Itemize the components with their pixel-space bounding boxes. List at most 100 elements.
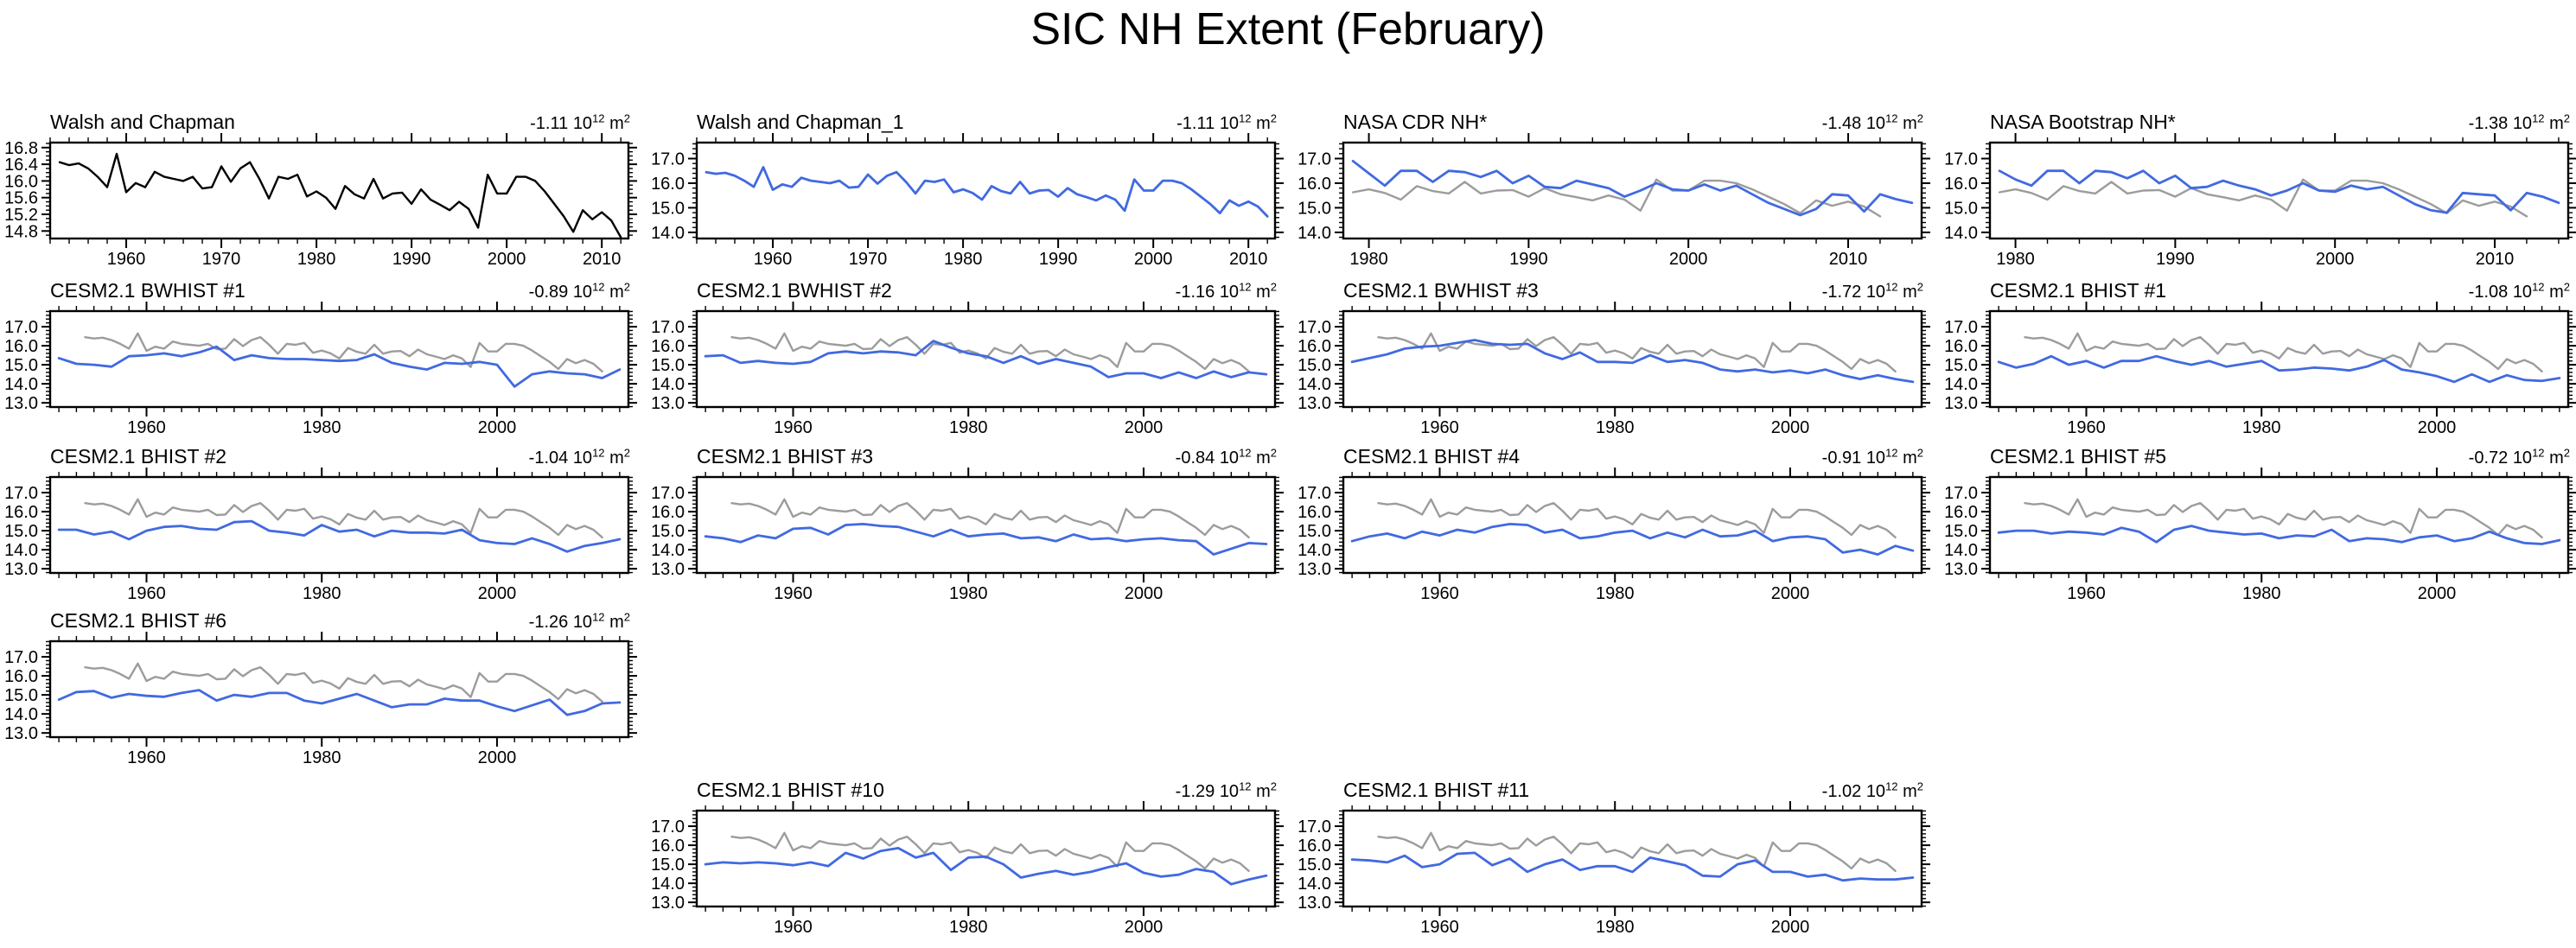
panel-header: CESM2.1 BHIST #3 -0.84 1012 m2 [647,437,1291,468]
panel-header: CESM2.1 BWHIST #3 -1.72 1012 m2 [1293,271,1937,302]
svg-text:1960: 1960 [754,250,793,267]
svg-text:17.0: 17.0 [1298,150,1331,169]
panel-title: CESM2.1 BWHIST #3 [1343,279,1539,302]
chart-panel: Walsh and Chapman -1.11 1012 m2 1960 1970… [0,103,644,269]
trend-value: -0.84 [1175,449,1215,468]
svg-text:1980: 1980 [1349,250,1388,267]
svg-text:2000: 2000 [478,748,517,766]
svg-text:14.0: 14.0 [651,375,685,394]
svg-text:13.0: 13.0 [1298,394,1331,413]
line-plot: 1960 1980 2000 13.014.015.016.017.0 [1298,468,1930,601]
svg-text:1960: 1960 [774,584,813,601]
svg-text:15.0: 15.0 [651,356,685,375]
trend-value: -1.04 [528,449,569,468]
svg-text:16.4: 16.4 [4,156,38,175]
svg-text:16.8: 16.8 [4,139,38,158]
svg-text:15.6: 15.6 [4,189,38,208]
panel-title: CESM2.1 BWHIST #1 [50,279,245,302]
chart-panel: CESM2.1 BWHIST #3 -1.72 1012 m2 1960 1980… [1293,271,1937,437]
svg-text:1980: 1980 [2242,418,2281,436]
svg-text:1960: 1960 [2067,584,2106,601]
chart-panel: NASA CDR NH* -1.48 1012 m2 1980 1990 2000 2… [1293,103,1937,269]
panel-header: CESM2.1 BHIST #1 -1.08 1012 m2 [1940,271,2576,302]
chart-panel: CESM2.1 BHIST #2 -1.04 1012 m2 1960 1980 2… [0,437,644,603]
svg-text:14.0: 14.0 [4,541,38,560]
svg-text:1980: 1980 [303,748,341,766]
svg-text:2010: 2010 [1829,250,1868,267]
svg-text:14.0: 14.0 [1944,224,1978,243]
svg-text:16.0: 16.0 [4,172,38,191]
svg-text:14.0: 14.0 [4,705,38,724]
svg-text:16.0: 16.0 [1944,337,1978,356]
chart-panel: CESM2.1 BHIST #6 -1.26 1012 m2 1960 1980 2… [0,601,644,767]
svg-text:13.0: 13.0 [651,894,685,913]
trend-value: -0.72 [2468,449,2509,468]
svg-text:1990: 1990 [2156,250,2195,267]
panel-header: CESM2.1 BHIST #4 -0.91 1012 m2 [1293,437,1937,468]
svg-text:1960: 1960 [1420,418,1459,436]
svg-text:1980: 1980 [1996,250,2035,267]
chart-panel: CESM2.1 BHIST #4 -0.91 1012 m2 1960 1980 2… [1293,437,1937,603]
chart-panel: CESM2.1 BWHIST #1 -0.89 1012 m2 1960 1980… [0,271,644,437]
panel-title: CESM2.1 BHIST #5 [1990,445,2167,468]
line-plot: 1960 1980 2000 13.014.015.016.017.0 [1944,468,2576,601]
svg-text:13.0: 13.0 [651,394,685,413]
svg-text:1980: 1980 [944,250,983,267]
svg-text:2000: 2000 [488,250,526,267]
svg-text:2000: 2000 [1125,918,1164,935]
trend-label: -1.38 1012 m2 [2468,111,2570,133]
line-plot: 1980 1990 2000 2010 14.0 15.0 16.0 17.0 [1944,133,2576,267]
svg-text:13.0: 13.0 [4,394,38,413]
svg-text:17.0: 17.0 [1944,150,1978,169]
svg-text:1980: 1980 [949,418,988,436]
trend-label: -1.26 1012 m2 [528,610,630,632]
svg-text:2000: 2000 [1669,250,1708,267]
svg-text:1960: 1960 [1420,918,1459,935]
svg-text:2000: 2000 [1771,584,1810,601]
svg-text:1960: 1960 [2067,418,2106,436]
page-title: SIC NH Extent (February) [1030,4,1546,54]
panel-header: Walsh and Chapman_1 -1.11 1012 m2 [647,103,1291,133]
svg-text:16.0: 16.0 [1298,837,1331,856]
svg-text:15.0: 15.0 [1944,522,1978,541]
svg-text:14.0: 14.0 [1298,541,1331,560]
trend-value: -0.89 [528,283,569,302]
trend-value: -1.48 [1821,114,1862,133]
svg-text:1960: 1960 [1420,584,1459,601]
panel-header: Walsh and Chapman -1.11 1012 m2 [0,103,644,133]
svg-text:14.0: 14.0 [1298,875,1331,894]
svg-text:1980: 1980 [303,584,341,601]
svg-text:17.0: 17.0 [1944,484,1978,503]
svg-text:1970: 1970 [849,250,888,267]
trend-label: -1.72 1012 m2 [1821,280,1923,302]
line-plot: 1980 1990 2000 2010 14.0 15.0 16.0 17.0 [1298,133,1930,267]
svg-text:15.0: 15.0 [651,522,685,541]
trend-label: -1.04 1012 m2 [528,446,630,468]
svg-text:17.0: 17.0 [4,318,38,337]
panel-header: CESM2.1 BHIST #2 -1.04 1012 m2 [0,437,644,468]
svg-text:16.0: 16.0 [1298,503,1331,522]
trend-value: -1.11 [1176,114,1215,133]
svg-text:14.0: 14.0 [651,875,685,894]
line-plot: 1960 1970 1980 1990 2000 2010 14.815.215.616.0… [4,133,637,267]
panel-title: CESM2.1 BHIST #4 [1343,445,1521,468]
panel-title: CESM2.1 BHIST #3 [697,445,874,468]
line-plot: 1960 1980 2000 13.014.015.016.017.0 [651,468,1284,601]
panel-title: NASA Bootstrap NH* [1990,111,2176,133]
panel-header: CESM2.1 BWHIST #1 -0.89 1012 m2 [0,271,644,302]
line-plot: 1960 1970 1980 1990 2000 2010 14.0 15.0 16.0 17.0 [651,133,1284,267]
panel-title: Walsh and Chapman [50,111,235,133]
svg-text:17.0: 17.0 [1298,818,1331,837]
svg-text:2010: 2010 [2476,250,2515,267]
svg-text:1980: 1980 [2242,584,2281,601]
trend-value: -1.72 [1821,283,1862,302]
svg-text:13.0: 13.0 [651,560,685,579]
svg-text:2000: 2000 [1771,418,1810,436]
panel-title: Walsh and Chapman_1 [697,111,904,133]
svg-text:15.0: 15.0 [4,686,38,705]
trend-value: -1.16 [1175,283,1215,302]
svg-text:1980: 1980 [1596,584,1635,601]
panel-title: CESM2.1 BHIST #11 [1343,779,1530,801]
svg-text:13.0: 13.0 [4,724,38,743]
panel-header: CESM2.1 BHIST #5 -0.72 1012 m2 [1940,437,2576,468]
